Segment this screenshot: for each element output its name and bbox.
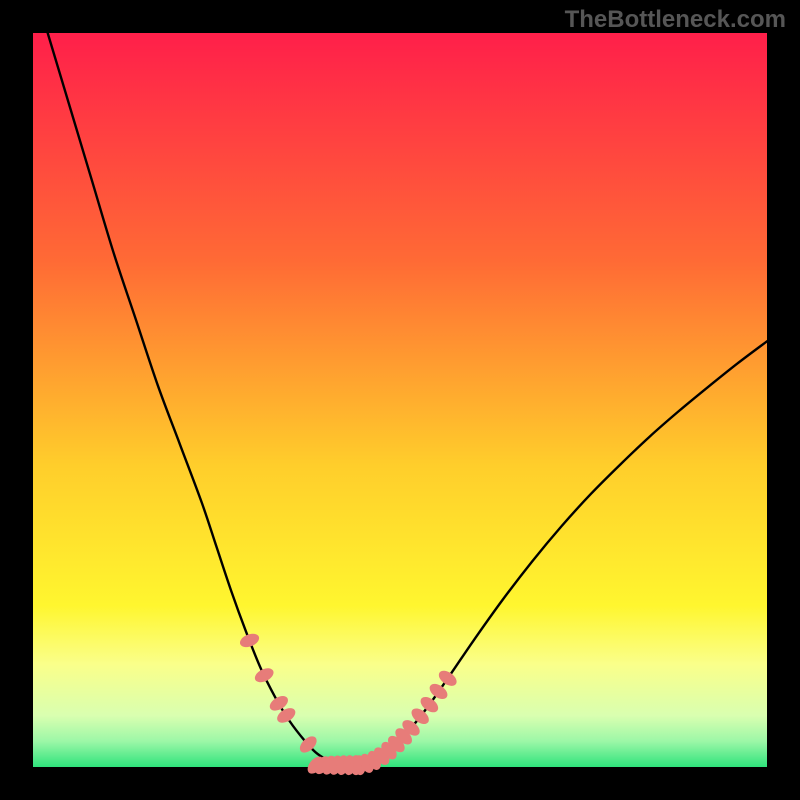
curve-layer <box>33 33 767 767</box>
bead-overlay <box>238 631 459 777</box>
curve-right <box>349 341 767 766</box>
bead <box>238 631 261 650</box>
chart-frame: TheBottleneck.com <box>0 0 800 800</box>
plot-area <box>33 33 767 767</box>
watermark-text: TheBottleneck.com <box>565 6 786 34</box>
bead <box>253 665 276 685</box>
curve-left <box>48 33 349 766</box>
